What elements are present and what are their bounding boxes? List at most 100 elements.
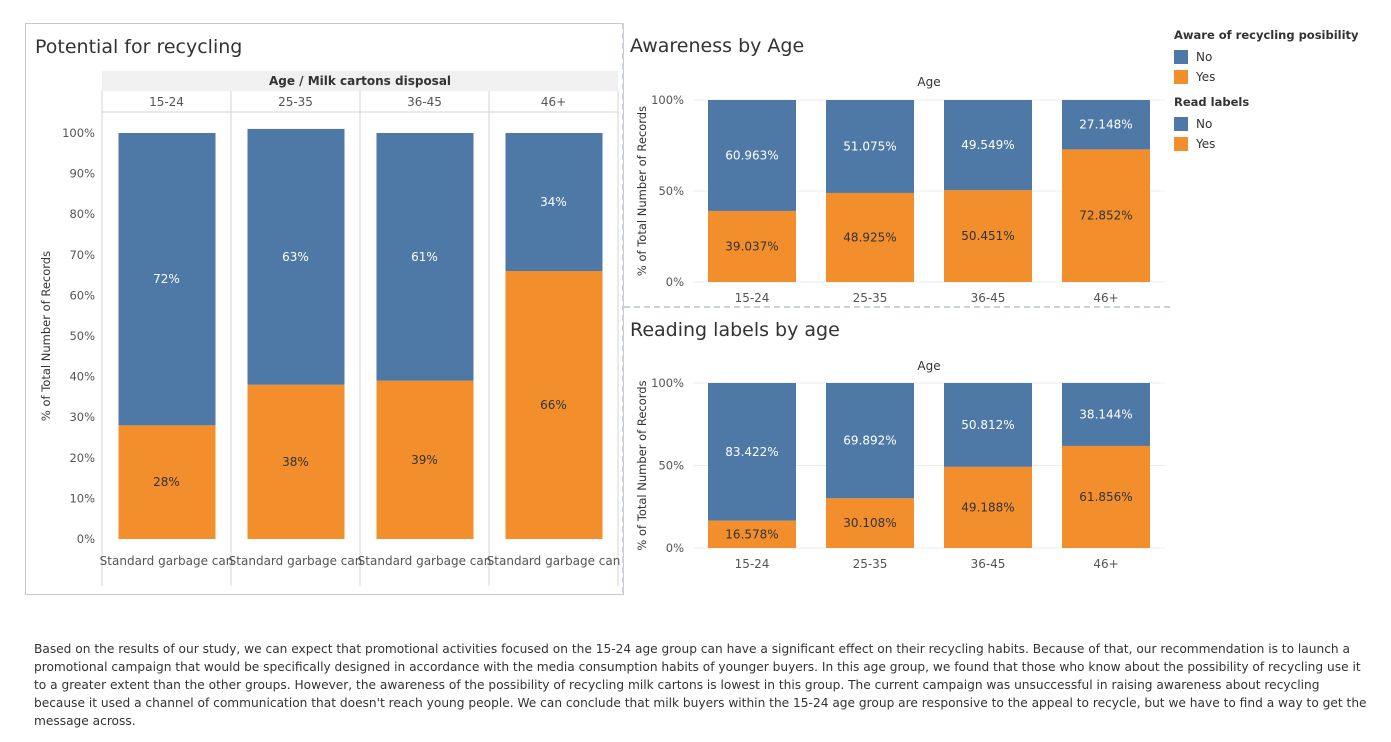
y-tick-label: 100% — [651, 93, 684, 107]
column-header-label: 36-45 — [407, 95, 442, 109]
data-label: 39.037% — [725, 239, 778, 253]
data-label: 38% — [282, 455, 309, 469]
x-tick-label: 36-45 — [971, 557, 1006, 571]
x-tick-label: 25-35 — [853, 557, 888, 571]
bar-segment-yes — [1062, 445, 1150, 548]
data-label: 39% — [411, 453, 438, 467]
reading-chart-panel: Reading labels by age Age 0% 50% 100%% of T… — [624, 308, 1170, 593]
y-tick-label: 60% — [69, 288, 95, 302]
bar-segment-yes — [708, 520, 796, 548]
potential-chart-title: Potential for recycling — [35, 36, 243, 58]
legend-title: Read labels — [1174, 95, 1250, 109]
data-label: 34% — [540, 195, 567, 209]
summary-text: Based on the results of our study, we ca… — [34, 642, 1367, 728]
y-tick-label: 90% — [69, 167, 95, 181]
legend-swatch-yes — [1174, 137, 1188, 151]
dashboard-divider-vertical — [622, 23, 624, 593]
legend-item-yes[interactable]: Yes — [1174, 134, 1374, 154]
y-tick-label: 50% — [658, 184, 684, 198]
legend-item-label: No — [1196, 117, 1213, 131]
y-axis-title: % of Total Number of Records — [39, 251, 53, 421]
legend-item-label: No — [1196, 50, 1213, 64]
y-axis-title: % of Total Number of Records — [635, 380, 649, 550]
bar-segment-yes — [505, 271, 603, 539]
legend-title: Aware of recycling posibility — [1174, 28, 1359, 42]
data-label: 61.856% — [1079, 490, 1132, 504]
bar-segment-yes — [118, 425, 216, 539]
awareness-chart-panel: Awareness by Age Age 0% 50% 100%% of Total … — [624, 23, 1170, 305]
x-tick-label: 15-24 — [735, 291, 770, 305]
y-tick-label: 50% — [69, 329, 95, 343]
y-tick-label: 10% — [69, 491, 95, 505]
data-label: 83.422% — [725, 445, 778, 459]
awareness-chart: Age 0% 50% 100%% of Total Number of Records… — [635, 75, 1165, 305]
legend: Aware of recycling posibility No Yes Rea… — [1174, 28, 1374, 162]
legend-item-yes[interactable]: Yes — [1174, 67, 1374, 87]
legend-group-read-labels: Read labels No Yes — [1174, 95, 1374, 154]
reading-chart: Age 0% 50% 100%% of Total Number of Records… — [635, 359, 1165, 571]
x-tick-label: Standard garbage can — [100, 554, 234, 568]
data-label: 72.852% — [1079, 209, 1132, 223]
data-label: 51.075% — [843, 139, 896, 153]
bar-segment-no — [247, 128, 345, 385]
data-label: 38.144% — [1079, 407, 1132, 421]
data-label: 30.108% — [843, 516, 896, 530]
data-label: 28% — [153, 475, 180, 489]
x-tick-label: 36-45 — [971, 291, 1006, 305]
bar-segment-yes — [247, 384, 345, 539]
y-tick-label: 20% — [69, 451, 95, 465]
data-label: 69.892% — [843, 434, 896, 448]
dashboard-divider-horizontal — [624, 306, 1170, 308]
bar-segment-yes — [826, 498, 914, 548]
bar-segment-no — [944, 383, 1032, 467]
chart-header: Age — [917, 359, 940, 373]
y-axis-title: % of Total Number of Records — [635, 106, 649, 276]
potential-chart-panel: Potential for recycling Age / Milk carto… — [25, 23, 624, 595]
data-label: 60.963% — [725, 148, 778, 162]
x-tick-label: 25-35 — [853, 291, 888, 305]
legend-item-no[interactable]: No — [1174, 47, 1374, 67]
data-label: 49.188% — [961, 500, 1014, 514]
column-header-label: 25-35 — [278, 95, 313, 109]
bar-segment-yes — [944, 466, 1032, 548]
y-tick-label: 0% — [77, 532, 95, 546]
x-tick-label: 46+ — [1093, 557, 1118, 571]
chart-header: Age — [917, 75, 940, 89]
y-tick-label: 40% — [69, 370, 95, 384]
bar-segment-no — [1062, 383, 1150, 446]
legend-item-label: Yes — [1196, 137, 1216, 151]
data-label: 48.925% — [843, 230, 896, 244]
x-tick-label: Standard garbage can — [358, 554, 492, 568]
bar-segment-no — [826, 383, 914, 499]
x-tick-label: Standard garbage can — [487, 554, 621, 568]
x-tick-label: Standard garbage can — [229, 554, 363, 568]
awareness-chart-title: Awareness by Age — [630, 35, 805, 57]
legend-swatch-yes — [1174, 70, 1188, 84]
legend-item-no[interactable]: No — [1174, 114, 1374, 134]
bar-segment-no — [376, 133, 474, 381]
bar-segment-no — [1062, 100, 1150, 150]
data-label: 61% — [411, 250, 438, 264]
y-tick-label: 100% — [62, 126, 95, 140]
bar-segment-yes — [376, 380, 474, 539]
bar-segment-no — [708, 383, 796, 521]
data-label: 27.148% — [1079, 118, 1132, 132]
y-tick-label: 50% — [658, 459, 684, 473]
data-label: 66% — [540, 398, 567, 412]
bar-segment-no — [708, 100, 796, 211]
column-header-label: 46+ — [541, 95, 566, 109]
bar-segment-no — [118, 133, 216, 426]
chart-header: Age / Milk cartons disposal — [269, 74, 451, 88]
x-tick-label: 15-24 — [735, 557, 770, 571]
data-label: 63% — [282, 250, 309, 264]
y-tick-label: 80% — [69, 207, 95, 221]
header-band — [102, 71, 618, 91]
legend-item-label: Yes — [1196, 70, 1216, 84]
potential-chart: Age / Milk cartons disposal 0% 10% 20% 30% 40… — [39, 71, 621, 586]
data-label: 16.578% — [725, 527, 778, 541]
data-label: 50.812% — [961, 418, 1014, 432]
data-label: 72% — [153, 272, 180, 286]
bar-segment-no — [826, 100, 914, 193]
x-tick-label: 46+ — [1093, 291, 1118, 305]
data-label: 49.549% — [961, 138, 1014, 152]
